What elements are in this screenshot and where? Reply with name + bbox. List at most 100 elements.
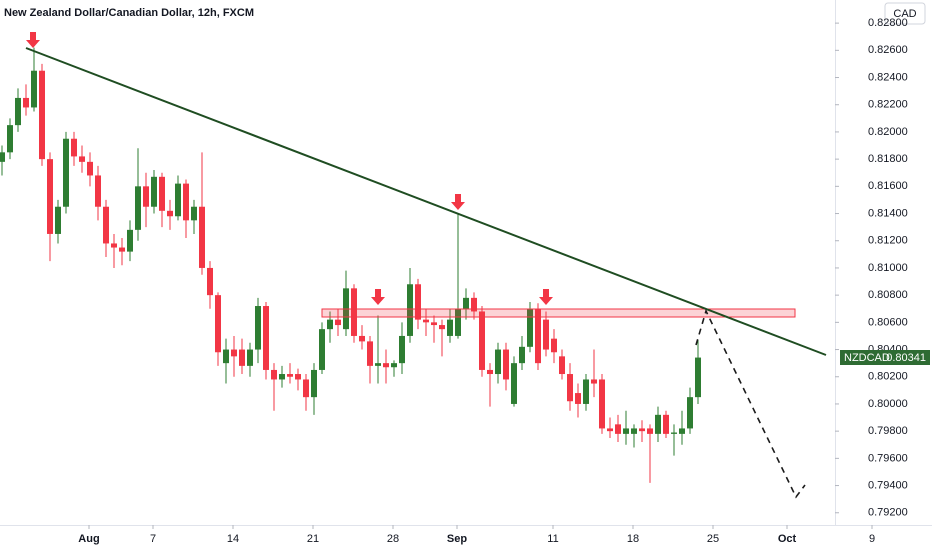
x-tick-label: 9: [869, 533, 875, 545]
x-tick-label: Sep: [447, 533, 467, 545]
candle-body: [359, 335, 365, 342]
candle-body: [127, 229, 133, 252]
y-tick-label: 0.80600: [868, 316, 908, 328]
candle-body: [391, 363, 397, 368]
x-tick-label: Aug: [78, 533, 99, 545]
y-tick-label: 0.82200: [868, 99, 908, 111]
arrow: [539, 289, 553, 305]
candle-body: [311, 369, 317, 398]
currency-button[interactable]: [884, 2, 926, 25]
candle-body: [231, 349, 237, 357]
y-tick-label: 0.81800: [868, 153, 908, 165]
candle-body: [439, 325, 445, 330]
candle-body: [303, 379, 309, 398]
candle-body: [375, 363, 381, 366]
candle-body: [607, 428, 613, 432]
y-tick-label: 0.81000: [868, 262, 908, 274]
arrows: [26, 32, 553, 305]
x-tick-label: 7: [150, 533, 156, 545]
candle-body: [639, 428, 645, 432]
candle-body: [111, 243, 117, 248]
y-tick-label: 0.80200: [868, 371, 908, 383]
candle-body: [95, 175, 101, 207]
candle-body: [503, 349, 509, 380]
candle-body: [151, 176, 157, 207]
candle-body: [479, 311, 485, 370]
candle-body: [591, 379, 597, 384]
candle-body: [695, 357, 701, 398]
candle-body: [335, 319, 341, 326]
candle-body: [663, 414, 669, 434]
candle-body: [87, 161, 93, 176]
y-tick-label: 0.80000: [868, 398, 908, 410]
arrow: [451, 194, 465, 210]
candle-body: [519, 346, 525, 364]
candle-body: [679, 428, 685, 434]
candle-body: [0, 152, 5, 162]
candle-body: [671, 432, 677, 434]
candle-body: [599, 379, 605, 429]
candle-body: [247, 349, 253, 366]
candle-body: [583, 379, 589, 404]
candle-body: [287, 374, 293, 377]
chart-title: New Zealand Dollar/Canadian Dollar, 12h,…: [4, 7, 254, 19]
y-tick-label: 0.80800: [868, 289, 908, 301]
candle-body: [327, 319, 333, 330]
y-tick-label: 0.82600: [868, 44, 908, 56]
candle-body: [207, 267, 213, 296]
candle-body: [535, 308, 541, 364]
candle-body: [567, 374, 573, 402]
x-tick-label: 28: [387, 533, 399, 545]
y-tick-label: 0.82800: [868, 17, 908, 29]
candle-body: [223, 349, 229, 364]
candle-body: [631, 428, 637, 434]
candle-body: [271, 369, 277, 380]
x-tick-label: Oct: [778, 533, 797, 545]
candle-body: [79, 156, 85, 162]
y-tick-label: 0.82400: [868, 71, 908, 83]
y-tick-label: 0.79800: [868, 425, 908, 437]
candle-body: [551, 338, 557, 353]
y-tick-label: 0.81600: [868, 180, 908, 192]
y-tick-label: 0.79600: [868, 452, 908, 464]
candle-body: [399, 335, 405, 364]
candle-body: [167, 210, 173, 217]
x-tick-label: 14: [227, 533, 239, 545]
candle-body: [47, 159, 53, 234]
candle-body: [543, 319, 549, 350]
candle-body: [447, 319, 453, 336]
candle-body: [463, 297, 469, 309]
x-tick-label: 25: [707, 533, 719, 545]
last-price-label: 0.80341: [886, 352, 926, 364]
candle-body: [471, 297, 477, 312]
candle-body: [55, 206, 61, 234]
currency-button-label[interactable]: CAD: [893, 8, 916, 20]
y-tick-label: 0.82000: [868, 126, 908, 138]
candle-body: [623, 428, 629, 434]
y-tick-label: 0.81400: [868, 207, 908, 219]
candle-body: [63, 138, 69, 207]
arrow: [371, 289, 385, 305]
projection-path: [695, 308, 806, 499]
candle-body: [575, 393, 581, 404]
candle-body: [455, 308, 461, 336]
candle-body: [423, 319, 429, 323]
candle-body: [39, 70, 45, 160]
last-price-bg: [840, 350, 930, 365]
candle-body: [415, 284, 421, 320]
candle-body: [383, 363, 389, 368]
symbol-label: NZDCAD: [844, 352, 890, 364]
trend-line: [25, 47, 827, 356]
arrow: [26, 32, 40, 48]
x-tick-label: 11: [547, 533, 558, 545]
candle-body: [71, 138, 77, 157]
candle-body: [495, 349, 501, 375]
candle-body: [7, 125, 13, 153]
y-tick-label: 0.79400: [868, 479, 908, 491]
candle-body: [367, 341, 373, 366]
candle-body: [559, 356, 565, 375]
candle-body: [175, 183, 181, 217]
candle-body: [199, 206, 205, 268]
